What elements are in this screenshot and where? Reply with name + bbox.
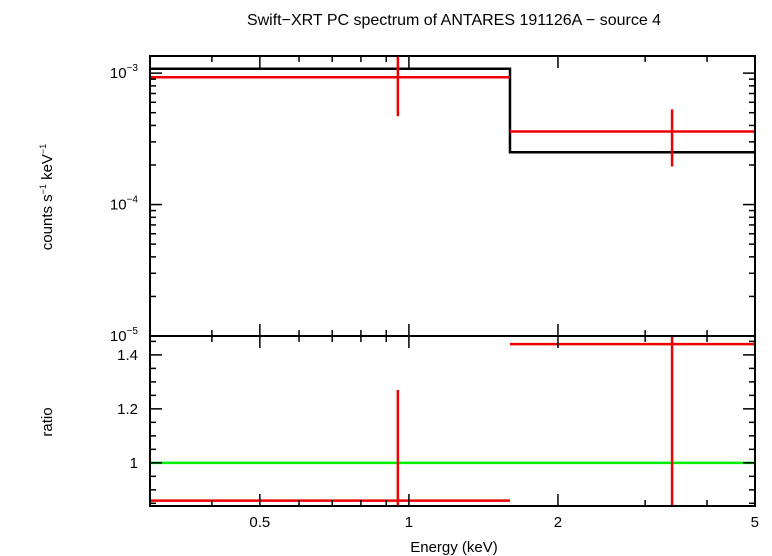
svg-text:counts s−1 keV−1: counts s−1 keV−1 [38,144,56,250]
x-tick-label-2: 1 [405,514,413,531]
x-tick-label-4: 5 [751,514,759,531]
ratio-y-tick-label-2: 1.2 [117,401,138,418]
tick-base: 10 [110,328,127,345]
x-axis: 0.5 1 2 5 [149,56,759,531]
tick-exponent: −3 [127,63,139,74]
tick-exponent: −5 [127,326,139,337]
ratio-y-tick-label-3: 1.4 [117,347,138,364]
ratio-y-axis-label: ratio [39,407,56,436]
tick-exponent: −4 [127,195,139,206]
ylabel-exp-2: −1 [38,144,48,154]
spectrum-y-tick-label-1: 10−3 [110,63,139,82]
spectrum-frame [149,55,756,337]
model-step-line [150,67,755,154]
spectrum-y-tick-label-3: 10−5 [110,326,139,345]
ratio-y-tick-label-1: 1 [130,455,138,472]
ylabel-part-1: counts s [39,194,56,250]
x-tick-label-3: 2 [554,514,562,531]
ratio-frame [149,335,756,507]
spectrum-y-axis-label: counts s−1 keV−1 [38,144,56,250]
ratio-panel: ratio 1 1.2 1.4 [39,335,756,507]
x-axis-label: Energy (keV) [410,539,498,556]
spectrum-y-tick-label-2: 10−4 [110,195,139,214]
chart-title: Swift−XRT PC spectrum of ANTARES 191126A… [247,12,661,29]
ylabel-part-2: keV [39,154,56,184]
x-tick-label-1: 0.5 [249,514,270,531]
spectrum-panel: counts s−1 keV−1 10−310−410−5 [38,55,756,345]
tick-base: 10 [110,197,127,214]
ylabel-exp-1: −1 [38,184,48,194]
tick-base: 10 [110,65,127,82]
